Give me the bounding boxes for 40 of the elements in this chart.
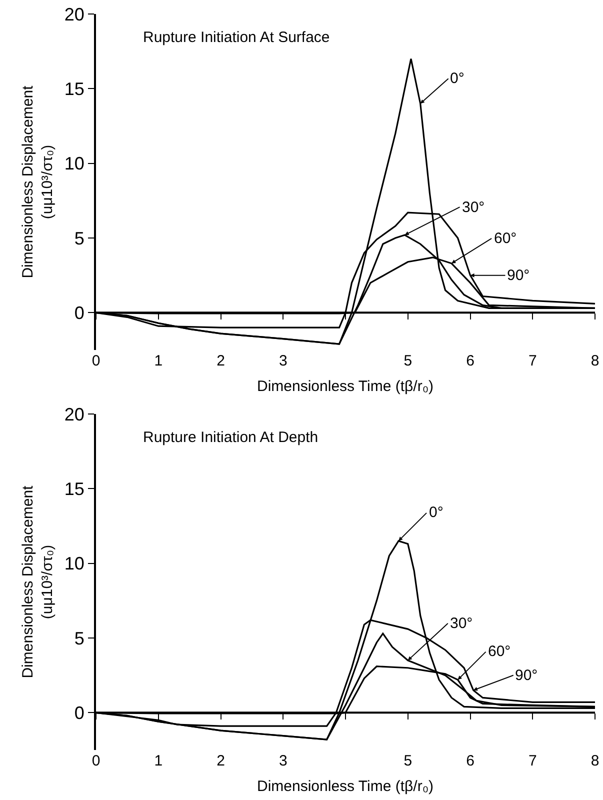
y-axis-title: Dimensionless Displacement (uμ10³/στ₀)	[20, 484, 56, 678]
annotation: 0°	[429, 504, 444, 521]
x-tick-label: 2	[216, 352, 225, 370]
x-tick-label: 0	[92, 752, 100, 770]
text: Rupture Initiation At Surface	[143, 29, 330, 46]
y-tick-label: 10	[64, 554, 84, 574]
y-tick-label: 15	[64, 478, 84, 499]
annotation: 30°	[450, 615, 473, 632]
y-tick-label: 0	[74, 302, 84, 323]
x-tick-label: 3	[278, 752, 288, 770]
x-axis-title: Dimensionless Time (tβ/r₀)	[257, 378, 434, 395]
x-tick-label: 7	[528, 752, 537, 770]
y-tick-label: 20	[64, 404, 84, 424]
annotation: 90°	[507, 267, 530, 284]
x-tick-label: 2	[216, 752, 225, 770]
annotation: 60°	[494, 230, 517, 247]
x-tick-label: 6	[466, 752, 474, 770]
x-axis-title: Dimensionless Time (tβ/r₀)	[257, 778, 434, 795]
y-tick-label: 15	[64, 78, 84, 99]
x-tick-label: 8	[590, 352, 600, 370]
annotation: 30°	[462, 199, 485, 216]
x-tick-label: 6	[466, 352, 474, 370]
annotation: 60°	[488, 643, 511, 660]
x-tick-label: 5	[404, 752, 412, 770]
x-tick-label: 7	[528, 352, 537, 370]
y-tick-label: 5	[74, 628, 84, 648]
y-tick-label: 10	[64, 154, 84, 174]
y-tick-label: 20	[64, 4, 84, 24]
x-tick-label: 1	[154, 352, 163, 370]
text: Rupture Initiation At Depth	[143, 429, 318, 446]
x-tick-label: 8	[590, 752, 600, 770]
annotation: 0°	[450, 70, 464, 87]
y-tick-label: 5	[74, 228, 84, 248]
y-axis-title: Dimensionless Displacement (uμ10³/στ₀)	[20, 84, 56, 278]
annotation: 90°	[515, 667, 538, 684]
x-tick-label: 3	[278, 352, 288, 370]
x-tick-label: 5	[404, 352, 412, 370]
y-tick-label: 0	[74, 702, 84, 723]
x-tick-label: 1	[154, 752, 163, 770]
x-tick-label: 0	[92, 352, 100, 370]
